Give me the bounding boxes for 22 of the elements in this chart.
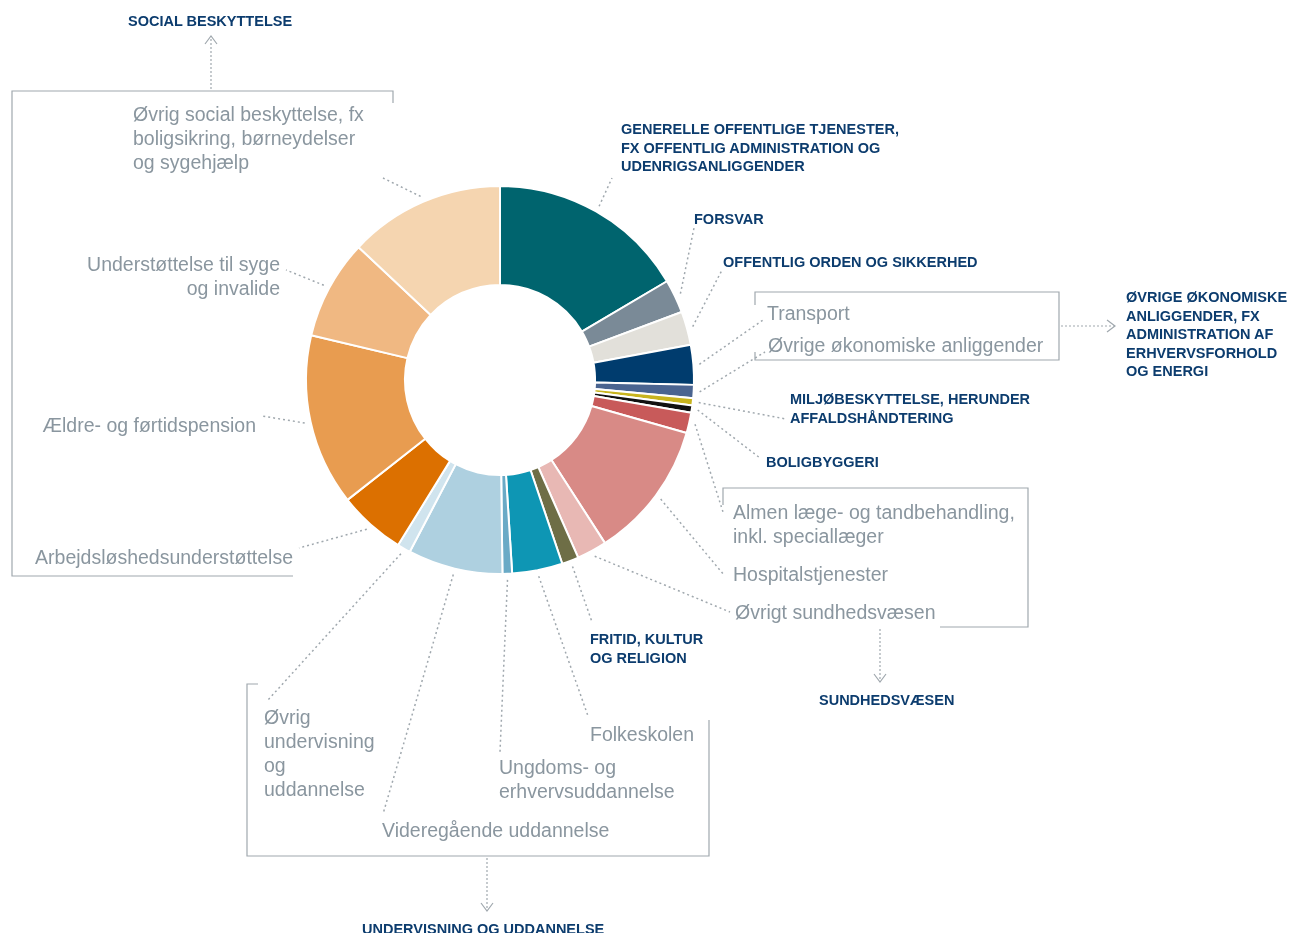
slice-label: OFFENTLIG ORDEN OG SIKKERHED (723, 253, 979, 272)
text: SOCIAL BESKYTTELSE (128, 12, 294, 31)
slice-label: MILJØBESKYTTELSE, HERUNDER AFFALDSHÅNDTERING (790, 390, 1032, 427)
slice-label: FRITID, KULTUR OG RELIGION (590, 630, 705, 667)
slice-label: Ældre- og førtidspension (41, 413, 256, 437)
slice-label: Øvrigt sundhedsvæsen (735, 600, 937, 624)
slice-label: Arbejdsløshedsunderstøttelse (34, 545, 293, 569)
slice-label: Transport (767, 301, 851, 325)
slice-label: Hospitalstjenester (733, 562, 889, 586)
slice-label: Folkeskolen (590, 722, 696, 746)
slice-label: BOLIGBYGGERI (766, 453, 880, 472)
slice-label: FORSVAR (694, 210, 765, 229)
slice-label: GENERELLE OFFENTLIGE TJENESTER, FX OFFENTLIG ADMINISTRATION OG UDENRIGSANLIGGENDER (621, 120, 900, 176)
slice-label: Almen læge- og tandbehandling, inkl. speciallæger (733, 500, 1016, 548)
text: ØVRIGE ØKONOMISKE ANLIGGENDER, FX ADMINISTRATION AF ERHVERVSFORHOLD OG ENERGI (1126, 288, 1289, 381)
slice-label: Understøttelse til syge og invalide (86, 252, 280, 300)
slice-label: Øvrige økonomiske anliggender (768, 333, 1045, 357)
slice-label: Øvrig undervisning og uddannelse (264, 705, 375, 801)
text: SUNDHEDSVÆSEN (819, 691, 956, 710)
slice-label: Videregående uddannelse (382, 818, 611, 842)
slice-label: Ungdoms- og erhvervsuddannelse (499, 755, 676, 803)
slice-label: Øvrig social beskyttelse, fx boligsikring, børneydelser og sygehjælp (133, 102, 365, 174)
